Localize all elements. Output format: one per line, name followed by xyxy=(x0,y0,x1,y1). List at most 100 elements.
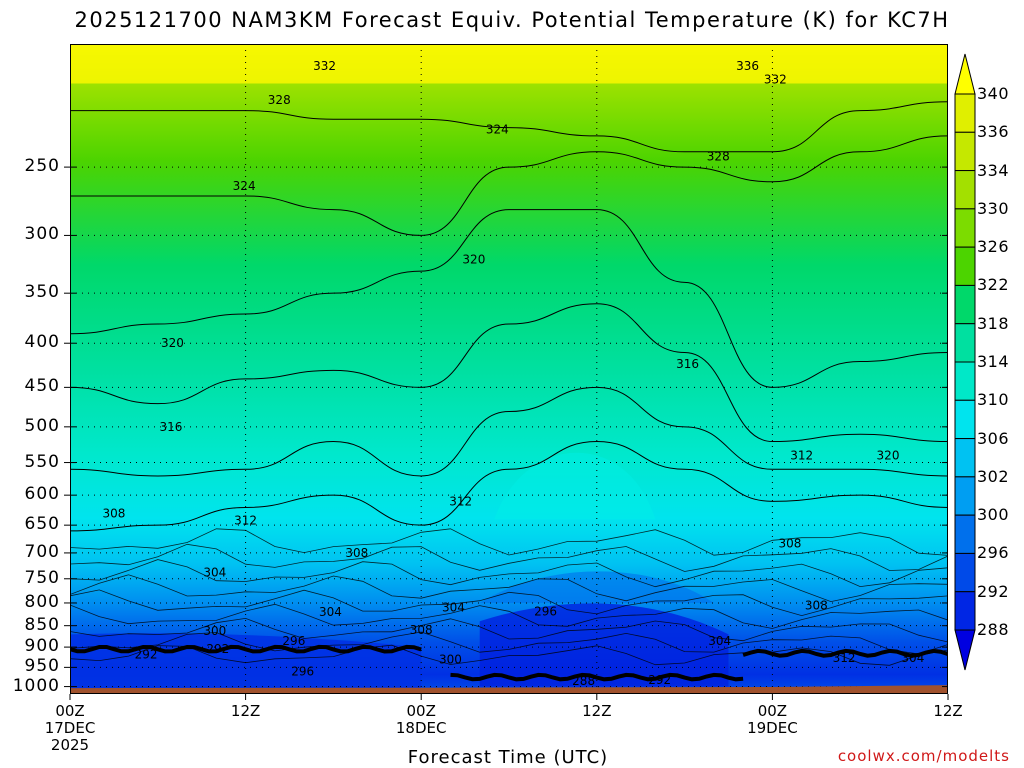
colorbar-swatch xyxy=(954,552,976,593)
low-level-contour-line xyxy=(70,589,948,617)
y-tick-label: 450 xyxy=(24,376,60,397)
contour-label: 308 xyxy=(345,546,368,560)
colorbar-swatch xyxy=(954,476,976,516)
contour-label: 300 xyxy=(439,652,462,666)
colorbar-swatch xyxy=(954,399,976,440)
x-tick-label: 12Z xyxy=(908,703,988,720)
y-tick-label: 800 xyxy=(24,591,60,612)
contour-label: 304 xyxy=(708,634,731,648)
x-tick-sub1: 19DEC xyxy=(747,719,798,737)
colorbar-label: 288 xyxy=(977,620,1010,639)
inversion-band xyxy=(70,644,422,654)
colorbar-swatch xyxy=(954,438,976,478)
contour-label: 320 xyxy=(877,449,900,463)
theta-e-field xyxy=(70,44,948,694)
contour-label: 312 xyxy=(790,449,813,463)
contour-label: 292 xyxy=(206,642,229,656)
contour-label: 324 xyxy=(486,122,509,136)
low-level-contour-line xyxy=(70,617,948,643)
contour-label: 316 xyxy=(160,420,183,434)
contour-label: 296 xyxy=(282,634,305,648)
x-tick-label: 00Z 19DEC xyxy=(732,703,812,737)
colorbar-label: 326 xyxy=(977,237,1010,257)
contour-label: 300 xyxy=(203,624,226,638)
contour-label: 332 xyxy=(764,73,787,87)
contour-label: 304 xyxy=(442,601,465,615)
x-tick-label: 00Z 18DEC xyxy=(381,703,461,737)
contour-label: 304 xyxy=(203,566,226,580)
colorbar-swatch xyxy=(954,361,976,401)
colorbar-top-arrow xyxy=(954,53,976,95)
colorbar-label: 318 xyxy=(977,313,1010,333)
y-tick-label: 950 xyxy=(24,656,60,677)
contour-line-328 xyxy=(70,101,948,153)
contour-label: 308 xyxy=(102,506,125,520)
contour-label: 328 xyxy=(707,149,730,163)
contour-label: 308 xyxy=(410,623,433,637)
contour-label: 304 xyxy=(319,605,342,619)
colorbar-swatch xyxy=(954,284,976,325)
colorbar-swatch xyxy=(954,131,976,172)
contour-label: 296 xyxy=(534,604,557,618)
colorbar-swatch xyxy=(954,246,976,286)
y-tick-label: 400 xyxy=(24,332,60,353)
y-tick-label: 1000 xyxy=(12,675,60,696)
contour-label: 308 xyxy=(805,598,828,612)
contour-label: 324 xyxy=(233,179,256,193)
contour-label: 288 xyxy=(572,674,595,688)
colorbar-label: 306 xyxy=(977,428,1010,448)
colorbar-label: 334 xyxy=(977,160,1010,180)
colorbar-label: 330 xyxy=(977,198,1010,218)
low-level-contour-line xyxy=(70,631,948,655)
colorbar-swatch xyxy=(954,93,976,133)
contour-label: 312 xyxy=(449,494,472,508)
contour-label: 316 xyxy=(676,357,699,371)
x-axis-label: Forecast Time (UTC) xyxy=(407,747,609,768)
x-tick-label: 12Z xyxy=(206,703,286,720)
contour-label: 328 xyxy=(268,93,291,107)
x-tick-label: 00Z xyxy=(757,702,788,720)
contour-label: 304 xyxy=(901,651,924,665)
y-tick-label: 600 xyxy=(24,484,60,505)
y-tick-label: 500 xyxy=(24,415,60,436)
terrain-surface xyxy=(70,685,948,694)
colorbar-bottom-arrow xyxy=(954,629,976,671)
x-tick-label: 00Z xyxy=(406,702,436,720)
colorbar-swatch xyxy=(954,170,976,210)
colorbar-label: 314 xyxy=(977,352,1010,371)
contour-label: 308 xyxy=(779,537,802,551)
colorbar-swatch xyxy=(954,208,976,248)
y-tick-label: 250 xyxy=(24,156,60,177)
x-tick-sub1: 18DEC xyxy=(395,719,447,737)
upper-warm-region xyxy=(70,44,948,84)
x-tick-label: 12Z xyxy=(230,702,261,720)
contour-label: 336 xyxy=(736,59,759,73)
y-tick-label: 900 xyxy=(24,636,60,657)
contour-label: 292 xyxy=(135,648,158,662)
low-level-contour-line xyxy=(70,603,948,629)
x-tick-label: 12Z xyxy=(933,702,963,720)
colorbar-label: 322 xyxy=(977,275,1010,295)
contour-label: 296 xyxy=(291,664,314,678)
colorbar-label: 340 xyxy=(977,84,1010,103)
cold-pool-region xyxy=(479,603,729,687)
y-tick-label: 700 xyxy=(24,541,60,562)
colorbar-label: 336 xyxy=(977,122,1010,142)
colorbar-label: 302 xyxy=(977,466,1010,486)
x-tick-label: 00Z 17DEC 2025 xyxy=(30,703,110,754)
contour-label: 332 xyxy=(313,59,336,73)
colorbar-label: 296 xyxy=(977,543,1010,563)
colorbar-label: 292 xyxy=(977,581,1010,601)
y-tick-label: 650 xyxy=(24,514,60,535)
contour-line-316 xyxy=(70,303,948,443)
low-level-contour-line xyxy=(70,528,948,556)
contour-label: 292 xyxy=(648,673,671,687)
y-tick-label: 350 xyxy=(24,282,60,303)
y-tick-label: 550 xyxy=(24,451,60,472)
colorbar-swatch xyxy=(954,323,976,363)
x-tick-sub1: 17DEC xyxy=(44,719,96,737)
inversion-band xyxy=(450,672,744,682)
contour-line-312 xyxy=(70,386,948,477)
y-tick-label: 750 xyxy=(24,567,60,588)
